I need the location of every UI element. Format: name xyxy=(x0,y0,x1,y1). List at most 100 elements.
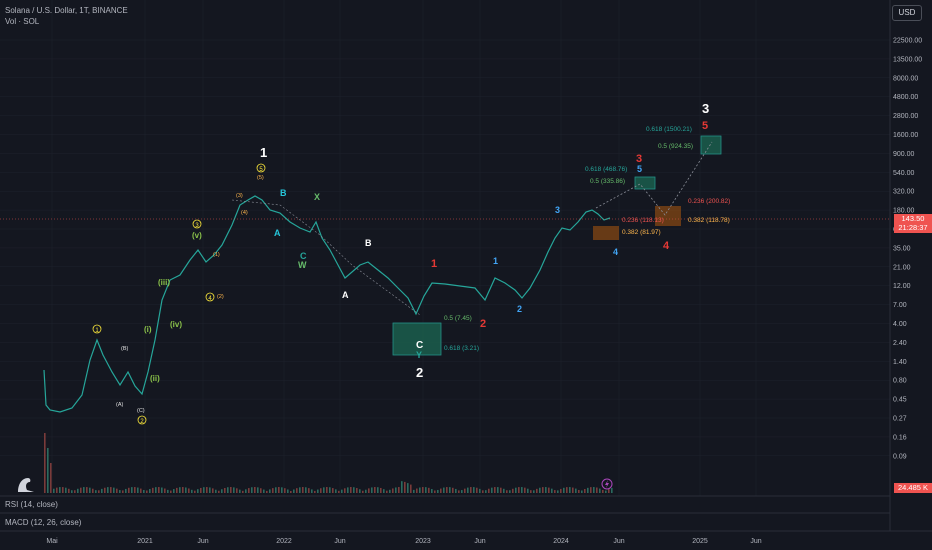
volume-bar xyxy=(608,489,610,493)
volume-bar xyxy=(197,489,199,493)
volume-bar xyxy=(389,489,391,493)
volume-bar xyxy=(122,490,124,493)
time-axis-label: 2024 xyxy=(553,538,569,545)
volume-bar xyxy=(332,488,334,493)
time-axis[interactable]: Mai 2021 Jun 2022 Jun 2023 Jun 2024 Jun 2025 Jun xyxy=(46,538,761,545)
volume-bar xyxy=(95,490,97,493)
volume-bar xyxy=(335,489,337,493)
volume-bar xyxy=(326,487,328,493)
volume-bar xyxy=(275,487,277,493)
abc-c-1: C xyxy=(300,251,307,261)
volume-bar xyxy=(572,487,574,493)
fib-mid-0618: 0.618 (468.76) xyxy=(585,166,627,173)
corr-0236-a: 0.236 (200.82) xyxy=(688,198,730,205)
price-axis-label: 0.16 xyxy=(893,434,907,441)
volume-bar xyxy=(377,487,379,493)
volume-bar xyxy=(80,487,82,493)
volume-bar xyxy=(248,488,250,493)
volume-bar xyxy=(578,489,580,493)
volume-bar xyxy=(203,487,205,493)
volume-bar xyxy=(53,488,55,493)
volume-bar xyxy=(539,487,541,493)
volume-bar xyxy=(224,488,226,493)
volume-bar xyxy=(131,487,133,493)
svg-text:3: 3 xyxy=(195,223,199,229)
volume-bar xyxy=(566,487,568,493)
volume-bar xyxy=(449,487,451,493)
wave-label-1: 1 xyxy=(260,145,267,160)
volume-bar xyxy=(410,484,412,493)
volume-bar xyxy=(455,488,457,493)
volume-bar xyxy=(302,487,304,493)
volume-bar xyxy=(368,488,370,493)
volume-bar xyxy=(98,490,100,493)
volume-bar xyxy=(548,487,550,493)
volume-bar xyxy=(83,487,85,493)
volume-bar xyxy=(212,488,214,493)
price-axis-label: 22500.00 xyxy=(893,38,922,45)
volume-bar xyxy=(461,490,463,493)
wave-label-2: 2 xyxy=(416,365,423,380)
volume-bar xyxy=(494,487,496,493)
volume-bar xyxy=(542,487,544,493)
red-wave-5: 5 xyxy=(702,120,708,132)
volume-bar xyxy=(509,490,511,493)
volume-bar xyxy=(179,487,181,493)
volume-bar xyxy=(296,488,298,493)
wxy-x: X xyxy=(314,192,320,202)
volume-bar xyxy=(281,487,283,493)
volume-bar xyxy=(521,487,523,493)
roman-iv: (iv) xyxy=(170,320,182,329)
volume-bar xyxy=(155,487,157,493)
blue-wave-1: 1 xyxy=(493,256,498,266)
macd-label[interactable]: MACD (12, 26, close) xyxy=(5,518,82,527)
volume-bar xyxy=(236,488,238,493)
volume-bar xyxy=(176,487,178,493)
volume-bar xyxy=(245,489,247,493)
price-axis-label: 0.27 xyxy=(893,416,907,423)
volume-bar xyxy=(209,487,211,493)
volume-bar xyxy=(308,488,310,493)
volume-bar xyxy=(206,487,208,493)
corr-0236-b: 0.236 (118.13) xyxy=(622,217,664,224)
volume-bar xyxy=(233,487,235,493)
volume-bar xyxy=(599,488,601,493)
volume-bar xyxy=(485,490,487,493)
volume-bar xyxy=(65,487,67,493)
volume-bar xyxy=(392,488,394,493)
volume-bar xyxy=(191,489,193,493)
volume-bar xyxy=(140,488,142,493)
corr-0382-a: 0.382 (118.78) xyxy=(688,217,730,224)
currency-button[interactable]: USD xyxy=(892,5,922,21)
abc-a-1: A xyxy=(274,228,281,238)
volume-bar xyxy=(470,487,472,493)
volume-bar xyxy=(386,490,388,493)
paren-4: (4) xyxy=(241,210,248,216)
volume-bar xyxy=(104,487,106,493)
fib-zone-top xyxy=(700,135,722,155)
rsi-label[interactable]: RSI (14, close) xyxy=(5,500,58,509)
volume-bar xyxy=(365,489,367,493)
volume-bar xyxy=(569,487,571,493)
wxy-w: W xyxy=(298,260,307,270)
volume-bar xyxy=(86,487,88,493)
roman-iii: (iii) xyxy=(158,278,170,287)
volume-bar xyxy=(251,487,253,493)
lightning-icon[interactable] xyxy=(601,478,613,490)
price-axis-label: 7.00 xyxy=(893,302,907,309)
blue-wave-4: 4 xyxy=(613,247,618,257)
paren-2: (2) xyxy=(217,294,224,300)
wxy-y: Y xyxy=(416,350,422,360)
volume-bar xyxy=(182,487,184,493)
price-axis[interactable]: 22500.00 13500.00 8000.00 4800.00 2800.00 160… xyxy=(893,38,922,461)
price-axis-label: 0.80 xyxy=(893,378,907,385)
volume-bar xyxy=(350,487,352,493)
volume-bar xyxy=(437,489,439,493)
volume-bar xyxy=(68,488,70,493)
volume-bar xyxy=(359,489,361,493)
paren-B: (B) xyxy=(121,346,129,352)
volume-bar xyxy=(587,487,589,493)
volume-bar xyxy=(371,487,373,493)
volume-bar xyxy=(119,490,121,493)
